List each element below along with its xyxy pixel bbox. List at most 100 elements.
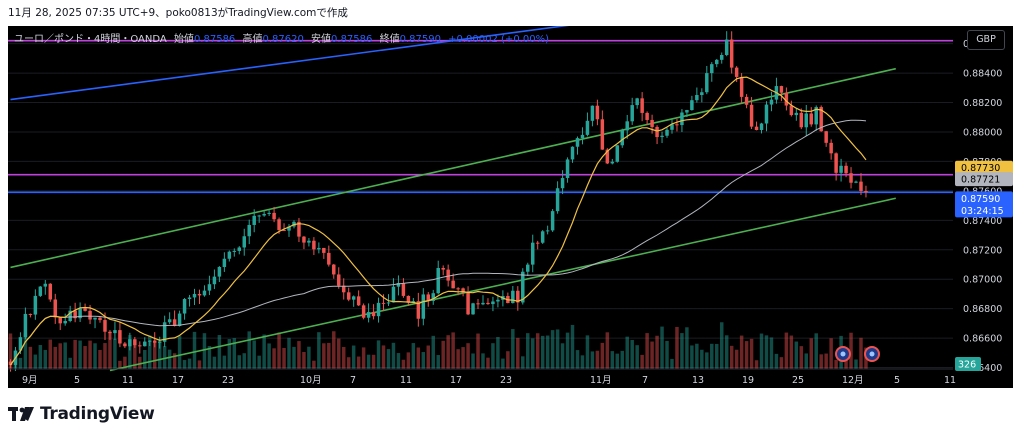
fast-moving-average — [10, 76, 867, 366]
candle-body — [227, 251, 232, 259]
candle-body — [8, 361, 13, 365]
candle-body — [18, 337, 23, 351]
volume-bar — [441, 340, 445, 369]
time-tick-label: 23 — [500, 375, 512, 386]
candle-body — [545, 230, 550, 232]
volume-bar — [506, 351, 510, 369]
candle-body — [307, 240, 311, 243]
candle-body — [262, 213, 266, 216]
open-label: 始値 — [173, 34, 194, 45]
volume-bar — [143, 349, 147, 369]
volume-bar — [779, 357, 784, 369]
volume-bar — [371, 354, 376, 369]
price-marker-label: 0.87590 — [961, 194, 1000, 205]
candle-body — [695, 95, 699, 101]
low-value: 0.87586 — [331, 34, 373, 45]
candle-body — [38, 286, 43, 296]
candle-body — [346, 292, 351, 300]
candle-body — [391, 286, 396, 303]
volume-bar — [332, 331, 336, 369]
volume-bar — [386, 349, 391, 369]
candle-body — [376, 302, 381, 317]
volume-bar — [212, 356, 217, 369]
volume-bar — [759, 333, 764, 369]
candle-body — [401, 283, 406, 296]
volume-bar — [53, 346, 57, 369]
candle-body — [58, 317, 62, 324]
volume-bar — [277, 332, 281, 369]
volume-bar — [650, 341, 654, 369]
volume-bar — [148, 335, 152, 369]
volume-bar — [232, 338, 237, 369]
channel-lower-line — [109, 197, 896, 372]
low-label: 安値 — [311, 34, 332, 45]
volume-bar — [456, 349, 460, 369]
candle-body — [675, 124, 679, 126]
candle-body — [685, 110, 689, 113]
grid — [8, 43, 953, 369]
volume-bar — [605, 332, 610, 369]
brand-logo[interactable]: TradingView — [8, 404, 155, 424]
candle-body — [710, 64, 714, 74]
volume-bar — [560, 343, 565, 369]
time-tick-label: 11 — [122, 375, 134, 386]
candle-body — [192, 293, 197, 298]
candle-body — [570, 146, 575, 160]
candle-body — [446, 269, 450, 281]
candle-body — [83, 308, 87, 311]
candle-body — [834, 153, 838, 173]
volume-bar — [695, 343, 699, 369]
time-tick-label: 23 — [222, 375, 234, 386]
candle-body — [88, 310, 92, 320]
volume-bars — [8, 322, 868, 369]
candle-body — [43, 283, 48, 287]
candle-body — [426, 294, 431, 301]
volume-bar — [133, 345, 137, 369]
volume-bar — [719, 322, 724, 369]
volume-bar — [451, 332, 455, 369]
volume-bar — [521, 356, 525, 369]
time-tick-label: 11 — [944, 375, 956, 386]
time-tick-label: 10月 — [300, 375, 322, 386]
volume-bar — [476, 333, 480, 369]
time-tick-label: 11 — [400, 375, 412, 386]
time-tick-label: 7 — [642, 375, 648, 386]
candle-body — [162, 322, 167, 342]
candle-body — [650, 119, 654, 127]
candle-body — [575, 138, 580, 147]
volume-bar — [471, 353, 475, 369]
candle-body — [341, 285, 346, 293]
volume-bar — [83, 346, 87, 369]
candle-body — [535, 242, 540, 244]
candle-body — [680, 112, 684, 126]
candle-body — [123, 343, 127, 347]
volume-bar — [222, 355, 227, 369]
chart-frame[interactable]: 0.886000.884000.882000.880000.878000.876… — [8, 26, 1013, 388]
volume-bar — [595, 350, 600, 369]
volume-bar — [734, 349, 739, 369]
volume-bar — [93, 343, 97, 369]
volume-bar — [774, 353, 779, 369]
candle-body — [312, 240, 316, 250]
price-tick-label: 0.86600 — [963, 334, 1002, 345]
symbol-title: ユーロ／ポンド・4時間・OANDA — [14, 34, 167, 45]
volume-bar — [724, 335, 729, 369]
volume-bar — [426, 345, 431, 369]
volume-bar — [396, 353, 401, 369]
volume-bar — [530, 338, 535, 369]
price-tick-label: 0.87400 — [963, 216, 1002, 227]
candle-body — [133, 339, 137, 346]
volume-bar — [580, 355, 585, 369]
currency-button[interactable]: GBP — [967, 30, 1005, 50]
candle-body — [187, 297, 192, 300]
candle-body — [819, 107, 823, 132]
volume-bar — [625, 336, 629, 369]
volume-bar — [804, 353, 809, 369]
candle-body — [381, 302, 386, 304]
candle-body — [705, 73, 709, 93]
candle-body — [78, 308, 82, 319]
volume-bar — [376, 340, 381, 369]
volume-bar — [287, 337, 291, 369]
candlestick-chart[interactable]: 0.886000.884000.882000.880000.878000.876… — [8, 26, 1013, 388]
slow-moving-average — [10, 119, 867, 366]
